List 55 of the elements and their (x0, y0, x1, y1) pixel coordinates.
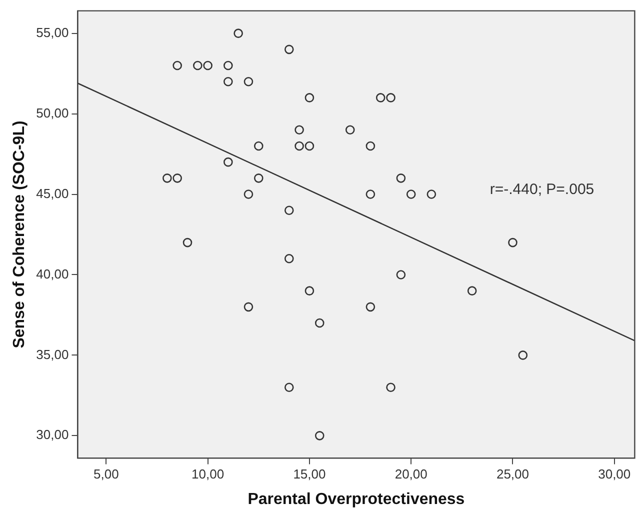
point (406, 190, 416, 199)
point (314, 318, 324, 328)
point (254, 174, 264, 183)
point (396, 270, 406, 280)
point (366, 141, 376, 151)
point (203, 60, 212, 70)
point (294, 125, 304, 135)
point (314, 431, 324, 440)
y-tick-label: 30,00 (36, 427, 69, 442)
point (182, 238, 192, 248)
point (193, 60, 202, 70)
y-tick-label: 40,00 (36, 266, 69, 282)
point (366, 190, 376, 199)
point (284, 382, 294, 392)
point (224, 76, 233, 86)
x-axis-title: Parental Overprotectiveness (248, 490, 465, 508)
point (284, 44, 294, 54)
x-tick-label: 5,00 (94, 466, 119, 482)
x-tick-label: 10,00 (192, 466, 224, 482)
x-tick-label: 20,00 (394, 466, 428, 482)
y-tick-label: 55,00 (36, 24, 69, 40)
point (284, 206, 294, 216)
point (244, 190, 254, 199)
point (234, 28, 243, 38)
x-tick-label: 25,00 (496, 466, 530, 482)
x-tick-label: 30,00 (598, 466, 631, 482)
y-axis-title: Sense of Coherence (SOC-9L) (11, 120, 28, 348)
point (162, 174, 172, 183)
point (366, 302, 376, 312)
y-tick-label: 50,00 (36, 105, 69, 120)
point (172, 60, 182, 70)
point (518, 350, 528, 360)
point (345, 125, 355, 135)
point (294, 141, 304, 151)
point (284, 254, 294, 264)
y-tick-label: 45,00 (36, 186, 69, 201)
point (386, 93, 396, 102)
x-tick-label: 15,00 (293, 466, 326, 482)
point (224, 157, 233, 167)
point (172, 174, 182, 183)
point (304, 93, 314, 102)
point (376, 93, 386, 102)
point (304, 286, 314, 296)
point (508, 238, 518, 248)
point (254, 141, 264, 151)
y-tick-label: 35,00 (36, 346, 69, 362)
point (304, 141, 314, 151)
point (224, 60, 233, 70)
point (426, 190, 436, 199)
point (386, 382, 396, 392)
point (244, 302, 254, 312)
point (467, 286, 477, 296)
annotation: r=-.440; P=.005 (490, 180, 594, 198)
point (244, 76, 254, 86)
point (396, 174, 406, 183)
